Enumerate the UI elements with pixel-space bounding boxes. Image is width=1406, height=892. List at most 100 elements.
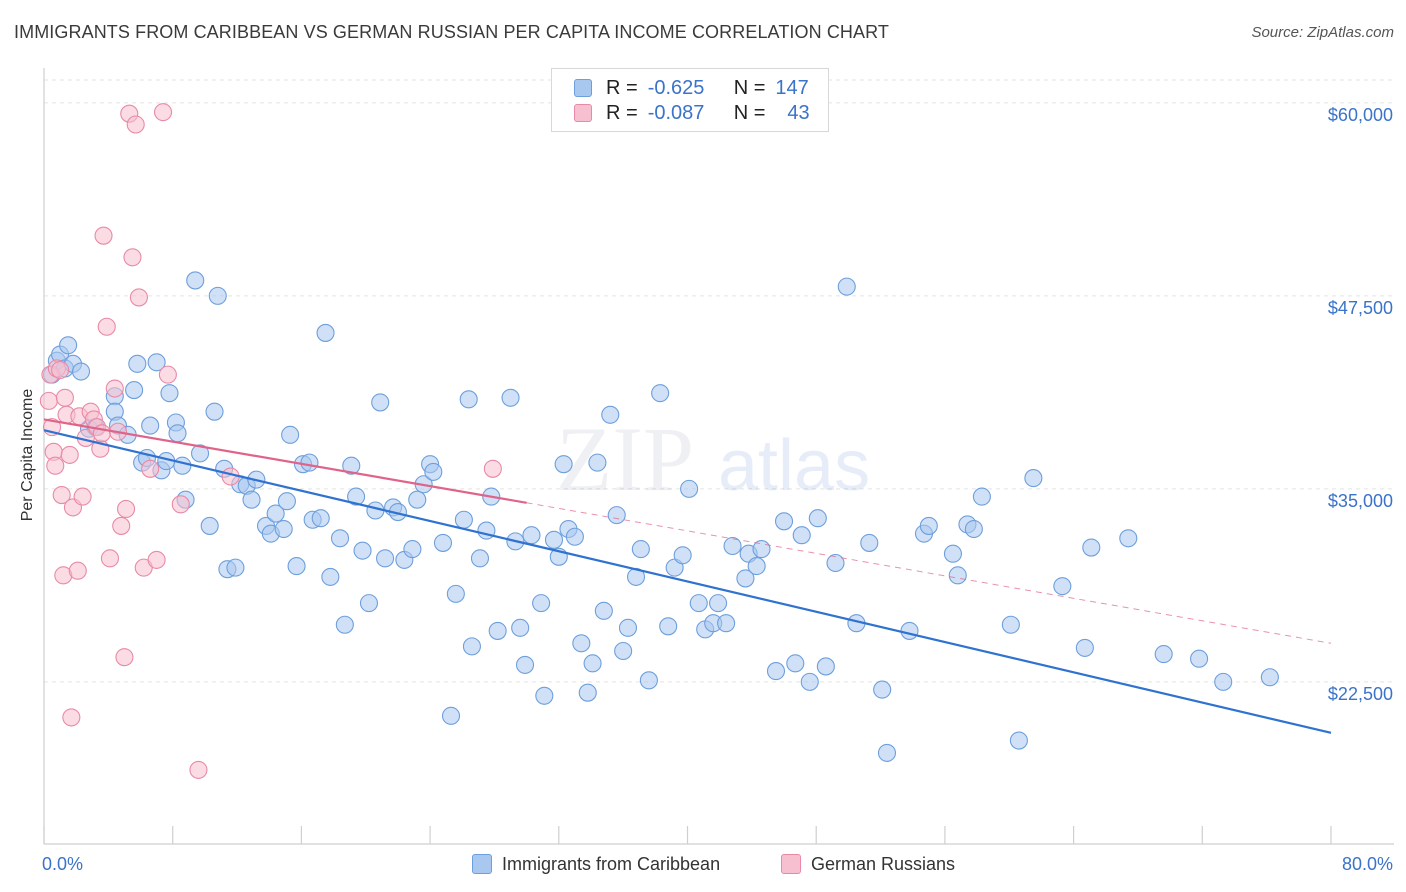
data-point-german-russian: [52, 486, 71, 505]
bottom-legend-swatch-caribbean: [472, 854, 492, 874]
data-point-german-russian: [147, 550, 166, 569]
data-point-caribbean: [837, 277, 856, 296]
data-point-caribbean: [723, 536, 742, 556]
bottom-legend-swatch-german-russian: [781, 854, 801, 874]
legend-n-label: N =: [733, 101, 766, 124]
data-point-caribbean: [335, 615, 354, 634]
bottom-legend-caribbean[interactable]: Immigrants from Caribbean: [472, 852, 720, 876]
data-point-caribbean: [747, 557, 766, 576]
data-point-caribbean: [689, 594, 708, 613]
data-point-caribbean: [1001, 615, 1020, 634]
data-point-caribbean: [359, 594, 379, 613]
data-point-caribbean: [601, 405, 620, 424]
trend-lines: [43, 418, 1332, 734]
data-point-german-russian: [129, 288, 148, 307]
y-tick-label: $60,000: [1328, 105, 1393, 125]
data-point-caribbean: [353, 541, 372, 560]
data-point-caribbean: [311, 509, 330, 528]
data-point-caribbean: [1082, 538, 1101, 557]
data-point-caribbean: [709, 594, 728, 613]
x-tick-label: 0.0%: [42, 854, 83, 874]
data-point-caribbean: [659, 617, 678, 636]
data-point-caribbean: [226, 558, 245, 577]
data-point-caribbean: [532, 594, 551, 613]
data-point-caribbean: [141, 416, 160, 435]
data-point-caribbean: [766, 662, 786, 681]
data-point-caribbean: [522, 526, 541, 545]
data-point-german-russian: [115, 648, 134, 667]
data-point-caribbean: [147, 353, 166, 372]
series-german-russian-points: [39, 103, 502, 779]
data-point-caribbean: [501, 388, 520, 407]
axes: [43, 68, 1394, 845]
data-point-german-russian: [60, 445, 79, 464]
data-point-caribbean: [1119, 529, 1138, 548]
data-point-caribbean: [578, 683, 597, 702]
y-tick-label: $35,000: [1328, 491, 1393, 511]
data-point-caribbean: [454, 510, 473, 529]
data-point-caribbean: [488, 621, 507, 640]
data-point-caribbean: [173, 456, 192, 475]
data-point-caribbean: [1214, 672, 1233, 691]
series-caribbean-points: [42, 271, 1279, 762]
data-point-caribbean: [342, 456, 361, 475]
data-point-caribbean: [972, 487, 991, 506]
watermark-atlas: atlas: [718, 426, 870, 506]
data-point-german-russian: [112, 516, 131, 535]
trend-line-caribbean: [43, 429, 1332, 734]
data-point-caribbean: [800, 672, 819, 691]
data-point-caribbean: [321, 567, 340, 586]
data-point-caribbean: [71, 362, 91, 381]
trend-line-german-russian-extended: [526, 502, 1332, 644]
data-point-caribbean: [618, 618, 638, 637]
data-point-caribbean: [1053, 577, 1072, 596]
bottom-legend-label-caribbean: Immigrants from Caribbean: [502, 853, 721, 874]
legend-n-label: N =: [733, 76, 766, 99]
data-point-caribbean: [168, 424, 187, 443]
data-point-german-russian: [46, 456, 65, 475]
data-point-german-russian: [94, 226, 113, 245]
data-point-caribbean: [125, 381, 144, 400]
data-point-caribbean: [554, 455, 573, 474]
data-point-german-russian: [483, 459, 502, 478]
legend-r-value: -0.625: [647, 76, 705, 99]
bottom-legend-german-russian[interactable]: German Russians: [781, 852, 955, 876]
data-point-german-russian: [189, 760, 208, 779]
data-point-caribbean: [1154, 645, 1173, 664]
data-point-caribbean: [631, 540, 650, 559]
data-point-caribbean: [583, 654, 602, 673]
data-point-caribbean: [208, 286, 227, 305]
tick-labels: $22,500 $35,000 $47,500 $60,000 0.0% 80.0%: [42, 105, 1393, 874]
data-point-german-russian: [158, 365, 177, 384]
data-point-caribbean: [964, 519, 983, 539]
data-point-caribbean: [242, 490, 261, 509]
data-point-caribbean: [160, 384, 179, 403]
legend-swatch-german-russian: [574, 104, 592, 122]
data-point-german-russian: [97, 317, 116, 336]
data-point-caribbean: [371, 393, 390, 412]
data-point-caribbean: [919, 516, 938, 535]
data-point-caribbean: [877, 743, 897, 762]
chart-title: IMMIGRANTS FROM CARIBBEAN VS GERMAN RUSS…: [14, 22, 890, 42]
data-point-caribbean: [205, 402, 224, 421]
source-label: Source: ZipAtlas.com: [1251, 24, 1394, 41]
data-point-german-russian: [51, 360, 70, 380]
data-point-caribbean: [376, 549, 395, 568]
legend-n-value: 147: [775, 76, 809, 99]
data-point-german-russian: [171, 495, 190, 514]
data-point-caribbean: [462, 637, 481, 656]
data-point-caribbean: [774, 512, 794, 531]
data-point-german-russian: [62, 708, 81, 727]
data-point-caribbean: [900, 621, 919, 640]
legend-n-value: 43: [787, 101, 810, 124]
data-point-caribbean: [786, 654, 805, 673]
data-point-german-russian: [68, 561, 87, 580]
data-point-german-russian: [141, 459, 160, 478]
data-point-german-russian: [105, 379, 124, 398]
data-point-caribbean: [607, 506, 626, 525]
legend-r-label: R =: [606, 76, 638, 99]
data-point-caribbean: [281, 425, 300, 444]
data-point-german-russian: [126, 115, 145, 134]
data-point-caribbean: [408, 490, 427, 509]
